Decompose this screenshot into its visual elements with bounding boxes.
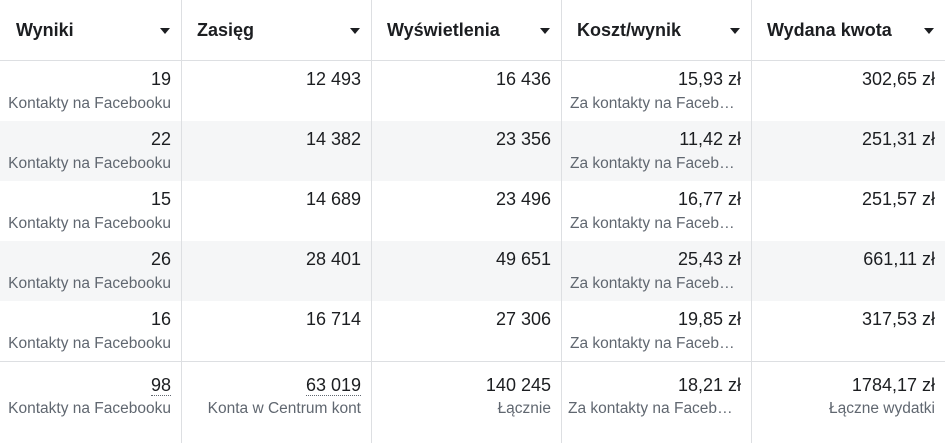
amount-spent-cell: 302,65 zł xyxy=(752,61,945,121)
column-header-label: Koszt/wynik xyxy=(577,19,682,40)
results-value: 16 xyxy=(150,309,171,329)
cost-per-result-type: Za kontakty na Facebooku xyxy=(570,215,741,232)
amount-spent-value: 661,11 zł xyxy=(863,249,935,269)
amount-spent-total-value: 1784,17 zł xyxy=(851,375,935,395)
amount-spent-cell: 251,57 zł xyxy=(752,181,945,241)
reach-cell: 12 493 xyxy=(182,61,372,121)
impressions-total-cell: 140 245 Łącznie xyxy=(372,362,562,443)
table-row: 15 Kontakty na Facebooku 14 689 23 496 1… xyxy=(0,181,945,241)
impressions-cell: 49 651 xyxy=(372,241,562,301)
table-row: 16 Kontakty na Facebooku 16 714 27 306 1… xyxy=(0,301,945,361)
cost-per-result-type: Za kontakty na Facebooku xyxy=(570,335,741,352)
column-header-label: Wydana kwota xyxy=(767,19,892,40)
reach-total-value[interactable]: 63 019 xyxy=(305,375,361,396)
cost-per-result-total-value: 18,21 zł xyxy=(677,375,741,395)
reach-total-type: Konta w Centrum kont xyxy=(207,400,361,417)
cost-per-result-type: Za kontakty na Facebooku xyxy=(570,95,741,112)
column-header-impressions[interactable]: Wyświetlenia xyxy=(372,0,562,60)
results-cell: 22 Kontakty na Facebooku xyxy=(0,121,182,181)
column-header-label: Zasięg xyxy=(197,19,255,40)
impressions-cell: 23 496 xyxy=(372,181,562,241)
impressions-value: 23 496 xyxy=(495,189,551,209)
results-value: 19 xyxy=(150,69,171,89)
impressions-cell: 23 356 xyxy=(372,121,562,181)
reach-cell: 16 714 xyxy=(182,301,372,361)
cost-per-result-value: 25,43 zł xyxy=(677,249,741,269)
reach-value: 12 493 xyxy=(305,69,361,89)
cost-per-result-value: 15,93 zł xyxy=(677,69,741,89)
cost-per-result-type: Za kontakty na Facebooku xyxy=(570,155,741,172)
cost-per-result-cell: 11,42 zł Za kontakty na Facebooku xyxy=(562,121,752,181)
reach-cell: 14 382 xyxy=(182,121,372,181)
reach-value: 14 689 xyxy=(305,189,361,209)
results-type: Kontakty na Facebooku xyxy=(8,215,171,232)
results-type: Kontakty na Facebooku xyxy=(8,275,171,292)
reach-total-cell: 63 019 Konta w Centrum kont xyxy=(182,362,372,443)
results-type: Kontakty na Facebooku xyxy=(8,335,171,352)
cost-per-result-type: Za kontakty na Facebooku xyxy=(570,275,741,292)
cost-per-result-value: 19,85 zł xyxy=(677,309,741,329)
column-header-amount-spent[interactable]: Wydana kwota xyxy=(752,0,945,60)
amount-spent-value: 317,53 zł xyxy=(861,309,935,329)
cost-per-result-total-cell: 18,21 zł Za kontakty na Facebooku xyxy=(562,362,752,443)
reach-value: 28 401 xyxy=(305,249,361,269)
results-cell: 19 Kontakty na Facebooku xyxy=(0,61,182,121)
impressions-cell: 27 306 xyxy=(372,301,562,361)
cost-per-result-cell: 15,93 zł Za kontakty na Facebooku xyxy=(562,61,752,121)
results-total-value[interactable]: 98 xyxy=(150,375,171,396)
cost-per-result-value: 11,42 zł xyxy=(679,129,741,149)
results-cell: 15 Kontakty na Facebooku xyxy=(0,181,182,241)
results-cell: 16 Kontakty na Facebooku xyxy=(0,301,182,361)
impressions-total-type: Łącznie xyxy=(497,400,551,417)
results-total-cell: 98 Kontakty na Facebooku xyxy=(0,362,182,443)
results-value: 22 xyxy=(150,129,171,149)
amount-spent-cell: 251,31 zł xyxy=(752,121,945,181)
impressions-value: 27 306 xyxy=(495,309,551,329)
amount-spent-value: 302,65 zł xyxy=(861,69,935,89)
reach-cell: 14 689 xyxy=(182,181,372,241)
caret-down-icon[interactable] xyxy=(540,28,550,34)
impressions-total-value: 140 245 xyxy=(485,375,551,395)
caret-down-icon[interactable] xyxy=(160,28,170,34)
impressions-value: 23 356 xyxy=(495,129,551,149)
impressions-value: 49 651 xyxy=(495,249,551,269)
amount-spent-cell: 317,53 zł xyxy=(752,301,945,361)
cost-per-result-cell: 19,85 zł Za kontakty na Facebooku xyxy=(562,301,752,361)
impressions-value: 16 436 xyxy=(495,69,551,89)
totals-row: 98 Kontakty na Facebooku 63 019 Konta w … xyxy=(0,361,945,443)
amount-spent-value: 251,57 zł xyxy=(861,189,935,209)
reach-cell: 28 401 xyxy=(182,241,372,301)
table-header: Wyniki Zasięg Wyświetlenia Koszt/wynik W… xyxy=(0,0,945,61)
cost-per-result-total-type: Za kontakty na Facebooku xyxy=(568,400,741,417)
column-header-cost-per-result[interactable]: Koszt/wynik xyxy=(562,0,752,60)
results-value: 26 xyxy=(150,249,171,269)
column-header-label: Wyniki xyxy=(16,19,74,40)
caret-down-icon[interactable] xyxy=(924,28,934,34)
impressions-cell: 16 436 xyxy=(372,61,562,121)
column-header-results[interactable]: Wyniki xyxy=(0,0,182,60)
table-row: 26 Kontakty na Facebooku 28 401 49 651 2… xyxy=(0,241,945,301)
cost-per-result-cell: 16,77 zł Za kontakty na Facebooku xyxy=(562,181,752,241)
column-header-reach[interactable]: Zasięg xyxy=(182,0,372,60)
caret-down-icon[interactable] xyxy=(350,28,360,34)
amount-spent-cell: 661,11 zł xyxy=(752,241,945,301)
table-row: 19 Kontakty na Facebooku 12 493 16 436 1… xyxy=(0,61,945,121)
table-row: 22 Kontakty na Facebooku 14 382 23 356 1… xyxy=(0,121,945,181)
reach-value: 14 382 xyxy=(305,129,361,149)
reach-value: 16 714 xyxy=(305,309,361,329)
cost-per-result-cell: 25,43 zł Za kontakty na Facebooku xyxy=(562,241,752,301)
amount-spent-total-cell: 1784,17 zł Łączne wydatki xyxy=(752,362,945,443)
caret-down-icon[interactable] xyxy=(730,28,740,34)
results-value: 15 xyxy=(150,189,171,209)
results-cell: 26 Kontakty na Facebooku xyxy=(0,241,182,301)
amount-spent-value: 251,31 zł xyxy=(861,129,935,149)
cost-per-result-value: 16,77 zł xyxy=(677,189,741,209)
results-type: Kontakty na Facebooku xyxy=(8,95,171,112)
results-total-type: Kontakty na Facebooku xyxy=(8,400,171,417)
amount-spent-total-type: Łączne wydatki xyxy=(829,400,935,417)
column-header-label: Wyświetlenia xyxy=(387,19,500,40)
results-type: Kontakty na Facebooku xyxy=(8,155,171,172)
